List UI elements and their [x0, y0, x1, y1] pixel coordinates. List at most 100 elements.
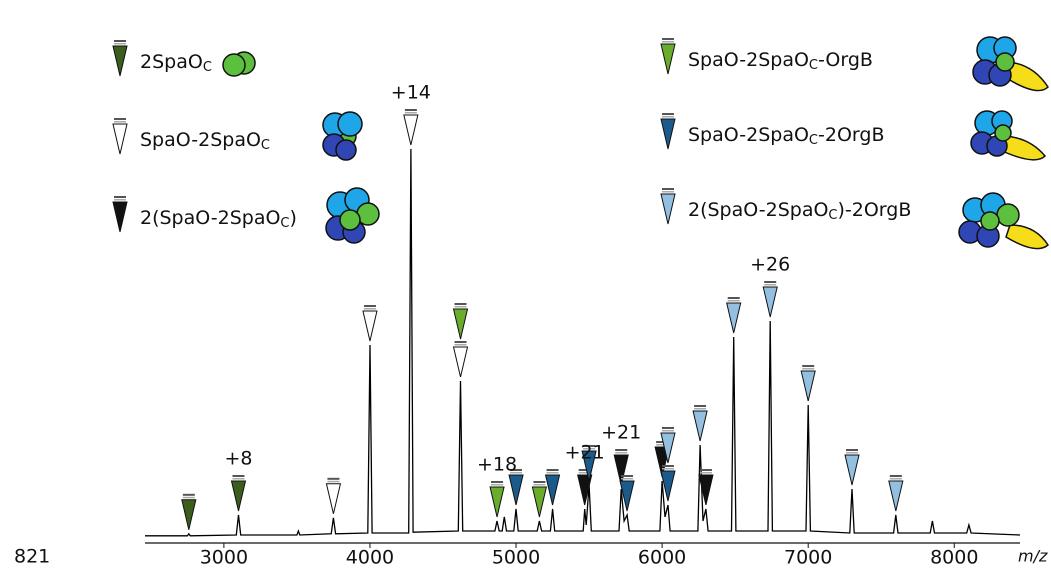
marker-bar: [491, 484, 504, 486]
panel-label: 821: [14, 546, 50, 568]
legend-label: 2SpaOC: [140, 51, 212, 75]
species-marker: [508, 469, 524, 506]
charge-state-label: +21: [601, 422, 641, 444]
x-tick-label: 6000: [638, 547, 686, 569]
marker-bar: [578, 472, 591, 474]
marker-triangle: [489, 486, 505, 518]
x-tick-label: 5000: [492, 547, 540, 569]
marker-bar: [846, 452, 859, 454]
marker-bar: [662, 41, 674, 43]
species-marker: [619, 475, 635, 512]
marker-bar: [546, 472, 559, 474]
legend-label-part: SpaO-2SpaO: [688, 49, 809, 71]
species-marker: [660, 427, 676, 464]
x-tick-label: 7000: [784, 547, 832, 569]
spectrum-line: [145, 148, 1021, 537]
marker-bar: [802, 365, 815, 367]
species-marker: [726, 297, 742, 334]
species-marker: [577, 469, 593, 506]
marker-bar: [615, 449, 628, 451]
marker-bar: [363, 308, 376, 310]
complex-icons: [222, 36, 1049, 250]
marker-bar: [114, 121, 126, 123]
marker-triangle: [112, 45, 128, 77]
marker-bar: [114, 118, 126, 120]
legend-label-part: C: [280, 216, 289, 231]
marker-bar: [404, 109, 417, 111]
marker-bar: [661, 430, 674, 432]
marker-bar: [764, 284, 777, 286]
marker-triangle: [762, 286, 778, 318]
marker-bar: [327, 477, 340, 480]
marker-bar: [182, 496, 195, 499]
charge-state-label: +14: [391, 82, 431, 104]
marker-triangle: [613, 454, 629, 486]
marker-bar: [510, 469, 523, 471]
marker-triangle: [544, 474, 561, 506]
marker-bar: [662, 116, 674, 118]
species-marker: [660, 113, 676, 150]
marker-bar: [578, 469, 591, 471]
marker-bar: [454, 341, 467, 343]
legend-label-part: C: [203, 60, 212, 75]
marker-bar: [232, 478, 245, 480]
species-marker: [692, 405, 708, 442]
marker-bar: [661, 465, 674, 467]
species-marker: [544, 469, 561, 506]
species-marker: [452, 341, 469, 378]
legend-label: SpaO-2SpaOC-OrgB: [688, 49, 873, 73]
marker-bar: [694, 408, 707, 410]
legend-label-part: 2(SpaO-2SpaO: [140, 207, 280, 229]
species-marker: [112, 40, 128, 77]
marker-triangle: [660, 118, 676, 150]
charge-state-label: +18: [477, 454, 517, 476]
marker-bar: [454, 303, 467, 305]
marker-bar: [454, 306, 467, 308]
marker-bar: [694, 405, 707, 407]
marker-bar: [662, 38, 674, 40]
marker-triangle: [230, 480, 247, 512]
marker-bar: [661, 468, 674, 470]
marker-bar: [621, 478, 634, 480]
marker-triangle: [692, 410, 708, 442]
legend-label-part: C: [261, 138, 270, 153]
marker-bar: [491, 481, 504, 483]
marker-triangle: [362, 310, 378, 342]
species-marker: [181, 493, 197, 530]
marker-triangle: [619, 480, 635, 512]
legend-label: 2(SpaO-2SpaOC)-2OrgB: [688, 199, 911, 223]
marker-triangle: [452, 308, 469, 340]
species-marker: [698, 469, 714, 506]
marker-bar: [621, 475, 634, 477]
marker-triangle: [181, 499, 197, 530]
marker-triangle: [726, 302, 742, 334]
x-tick-label: 3000: [200, 547, 248, 569]
marker-bar: [114, 199, 126, 201]
species-marker: [452, 303, 469, 340]
marker-bar: [727, 300, 740, 302]
legend-label: SpaO-2SpaOC-2OrgB: [688, 124, 884, 148]
marker-triangle: [531, 486, 548, 518]
marker-bar: [114, 196, 126, 198]
species-marker: [844, 449, 860, 486]
marker-triangle: [112, 201, 128, 233]
species-marker: [660, 465, 676, 502]
marker-bar: [846, 449, 859, 451]
charge-state-label: +21: [565, 442, 605, 464]
marker-triangle: [452, 346, 469, 378]
species-marker: [403, 109, 419, 146]
marker-bar: [699, 472, 712, 474]
legend-label-part: 2SpaO: [140, 51, 203, 73]
charge-state-label: +26: [750, 254, 790, 276]
marker-triangle: [888, 480, 904, 512]
species-marker: [112, 118, 128, 155]
marker-triangle: [660, 43, 676, 75]
marker-bar: [363, 305, 376, 307]
marker-triangle: [577, 474, 593, 506]
marker-bar: [533, 481, 546, 483]
species-marker: [581, 445, 597, 482]
species-marker: [800, 365, 816, 402]
legend-label-part: 2(SpaO-2SpaO: [688, 199, 828, 221]
species-marker: [489, 481, 505, 518]
